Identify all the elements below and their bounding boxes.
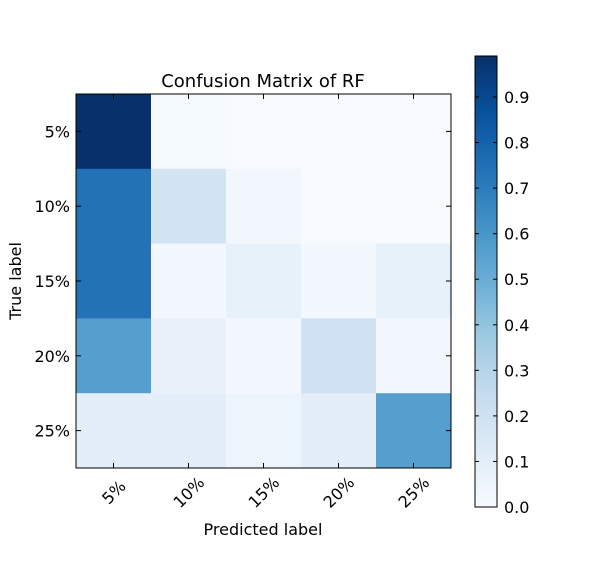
heatmap-cell (226, 243, 302, 319)
x-axis-label: Predicted label (204, 520, 323, 539)
colorbar-tick-label: 0.5 (504, 270, 529, 289)
heatmap-cell (226, 94, 302, 170)
y-axis-ticks: 5% 10% 15% 20% 25% (34, 122, 451, 441)
y-tick-label: 20% (34, 347, 70, 366)
colorbar-ticks: 0.0 0.1 0.2 0.3 0.4 0.5 0.6 0.7 0.8 0.9 (475, 88, 529, 517)
colorbar-tick-label: 0.1 (504, 452, 529, 471)
heatmap-cell (301, 393, 377, 469)
heatmap-cell (151, 168, 227, 245)
heatmap-cell (376, 393, 452, 469)
heatmap-cells (76, 94, 452, 469)
x-tick-label: 15% (245, 473, 284, 512)
colorbar-tick-label: 0.9 (504, 88, 529, 107)
colorbar-tick-label: 0.0 (504, 498, 529, 517)
heatmap-cell (226, 318, 302, 394)
heatmap-cell (151, 318, 227, 394)
heatmap-cell (76, 94, 152, 170)
y-tick-label: 15% (34, 272, 70, 291)
heatmap-cell (301, 168, 377, 245)
x-tick-label: 25% (395, 473, 434, 512)
y-tick-label: 25% (34, 422, 70, 441)
y-axis-label: True label (6, 242, 25, 321)
heatmap-cell (76, 393, 152, 469)
colorbar-tick-label: 0.6 (504, 225, 529, 244)
heatmap-cell (301, 243, 377, 319)
heatmap-cell (76, 318, 152, 394)
colorbar-tick-label: 0.4 (504, 316, 529, 335)
x-tick-label: 10% (170, 473, 209, 512)
x-tick-label: 5% (98, 477, 129, 508)
colorbar-tick-label: 0.8 (504, 134, 529, 153)
heatmap-cell (301, 318, 377, 394)
heatmap-cell (151, 393, 227, 469)
heatmap-cell (151, 243, 227, 319)
colorbar-tick-label: 0.2 (504, 407, 529, 426)
heatmap-cell (151, 94, 227, 170)
x-tick-label: 20% (320, 473, 359, 512)
y-tick-label: 5% (45, 122, 70, 141)
y-tick-label: 10% (34, 197, 70, 216)
heatmap-cell (376, 168, 452, 245)
colorbar (474, 55, 498, 508)
heatmap-cell (226, 168, 302, 245)
colorbar-tick-label: 0.3 (504, 361, 529, 380)
chart-title: Confusion Matrix of RF (161, 71, 365, 92)
heatmap-cell (76, 168, 152, 245)
heatmap-cell (376, 94, 452, 170)
heatmap-cell (226, 393, 302, 469)
colorbar-tick-label: 0.7 (504, 179, 529, 198)
heatmap-cell (301, 94, 377, 170)
heatmap-cell (76, 243, 152, 319)
heatmap-cell (376, 318, 452, 394)
heatmap-cell (376, 243, 452, 319)
